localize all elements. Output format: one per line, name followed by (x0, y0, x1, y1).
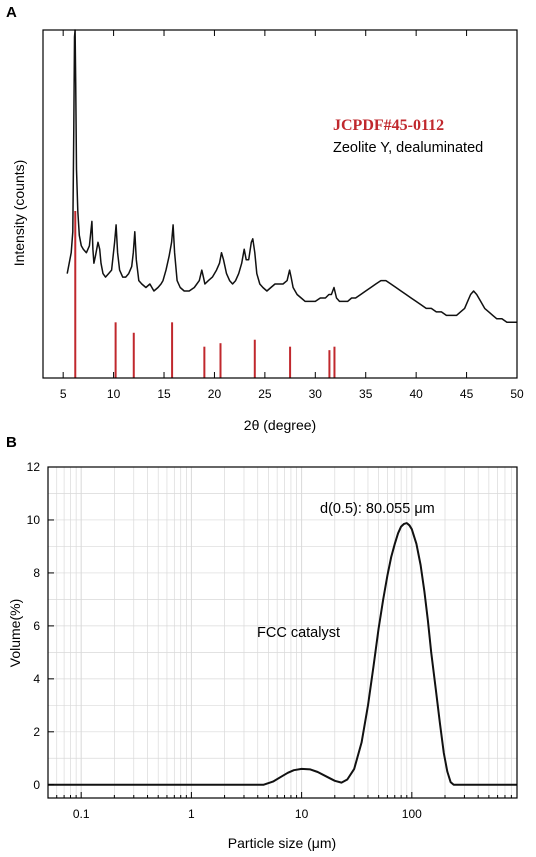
sample-annotation: FCC catalyst (257, 625, 340, 641)
x-tick-label: 15 (157, 387, 171, 401)
axis-ticks-b: 0.1 1 10 100 0 2 4 6 8 10 12 (27, 460, 518, 821)
panel-a-letter: A (6, 4, 17, 21)
x-tick-label: 45 (460, 387, 474, 401)
median-size-annotation: d(0.5): 80.055 μm (320, 501, 435, 517)
panel-b-letter: B (6, 434, 17, 451)
y-tick-label: 10 (27, 513, 41, 527)
panel-b: B 0.1 1 10 100 0 2 4 6 8 10 12 d(0.5): 80.055 μm F… (6, 434, 518, 851)
x-tick-label: 20 (208, 387, 222, 401)
x-axis-title-b: Particle size (μm) (228, 835, 336, 851)
size-distribution-line (48, 522, 517, 786)
y-axis-title-b: Volume(%) (7, 599, 23, 667)
y-axis-title-a: Intensity (counts) (11, 160, 27, 267)
x-axis-title-a: 2θ (degree) (244, 417, 316, 433)
y-tick-label: 6 (33, 619, 40, 633)
x-axis-ticks-a: 5 10 15 20 25 30 35 40 45 50 (60, 30, 524, 401)
x-tick-label: 35 (359, 387, 373, 401)
x-tick-label: 10 (107, 387, 121, 401)
series-label: Zeolite Y, dealuminated (333, 140, 483, 156)
xrd-pattern-line (66, 29, 517, 324)
panel-a: A 5 10 15 20 25 30 35 40 45 50 JCPDF#45-0112 Zeol… (6, 4, 524, 433)
x-tick-label: 50 (510, 387, 524, 401)
plot-frame-b (47, 466, 518, 799)
x-tick-label: 40 (409, 387, 423, 401)
reference-card-title: JCPDF#45-0112 (333, 117, 444, 134)
y-tick-label: 0 (33, 778, 40, 792)
x-tick-label: 30 (309, 387, 323, 401)
x-tick-label: 1 (188, 807, 195, 821)
plot-frame-a (42, 29, 518, 379)
y-tick-label: 8 (33, 566, 40, 580)
x-tick-label: 100 (402, 807, 422, 821)
x-tick-label: 10 (295, 807, 309, 821)
y-tick-label: 12 (27, 460, 41, 474)
y-tick-label: 2 (33, 725, 40, 739)
x-tick-label: 0.1 (73, 807, 90, 821)
reference-bars (74, 210, 336, 378)
x-tick-label: 5 (60, 387, 67, 401)
x-tick-label: 25 (258, 387, 272, 401)
y-tick-label: 4 (33, 672, 40, 686)
